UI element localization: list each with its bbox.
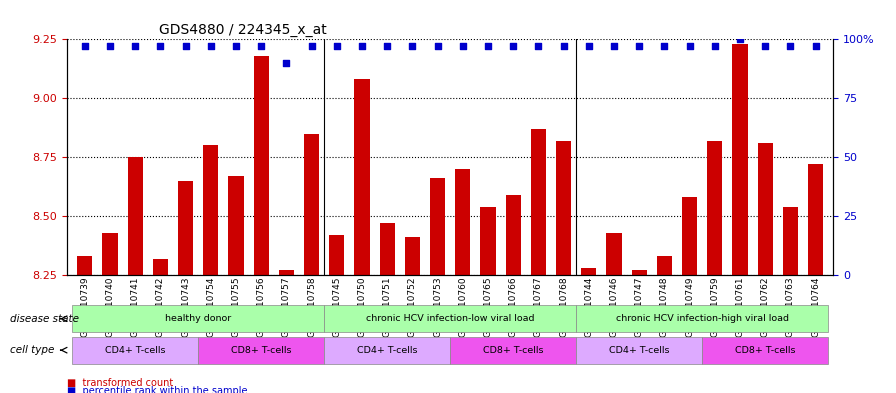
Point [355,43,369,50]
Point [254,43,269,50]
Point [78,43,92,50]
Point [582,43,596,50]
Bar [380,223,395,275]
Text: chronic HCV infection-low viral load: chronic HCV infection-low viral load [366,314,535,323]
Text: CD8+ T-cells: CD8+ T-cells [231,346,291,354]
Bar [682,197,697,275]
Bar [153,259,168,275]
Point [280,60,294,66]
Bar [783,207,798,275]
Text: chronic HCV infection-high viral load: chronic HCV infection-high viral load [616,314,788,323]
Bar [203,145,219,275]
Bar [556,141,571,275]
Bar [530,129,546,275]
Point [305,43,319,50]
Bar [329,235,344,275]
Point [683,43,697,50]
Bar [808,164,823,275]
Text: GDS4880 / 224345_x_at: GDS4880 / 224345_x_at [159,23,327,37]
Bar [657,256,672,275]
Bar [254,56,269,275]
Bar [632,270,647,275]
Point [531,43,546,50]
Point [658,43,672,50]
Point [153,43,168,50]
Bar [102,233,117,275]
Text: ■  transformed count: ■ transformed count [67,378,174,388]
Bar [707,141,722,275]
Point [632,43,646,50]
Point [808,43,823,50]
Text: CD4+ T-cells: CD4+ T-cells [609,346,669,354]
Bar [77,256,92,275]
Bar [405,237,420,275]
Point [481,43,495,50]
Text: CD4+ T-cells: CD4+ T-cells [357,346,418,354]
Bar [758,143,772,275]
Point [430,43,444,50]
Bar [582,268,597,275]
Bar [607,233,622,275]
Text: CD4+ T-cells: CD4+ T-cells [105,346,166,354]
Point [103,43,117,50]
Text: cell type: cell type [10,345,55,355]
Text: ■  percentile rank within the sample: ■ percentile rank within the sample [67,386,247,393]
Point [556,43,571,50]
Point [228,43,243,50]
Point [456,43,470,50]
Bar [733,44,747,275]
Bar [279,270,294,275]
Point [758,43,772,50]
Bar [480,207,495,275]
Point [783,43,797,50]
Point [607,43,621,50]
Bar [304,134,319,275]
Point [178,43,193,50]
Bar [178,181,194,275]
Point [128,43,142,50]
Point [708,43,722,50]
Point [380,43,394,50]
Text: CD8+ T-cells: CD8+ T-cells [483,346,544,354]
Bar [455,169,470,275]
Bar [430,178,445,275]
Point [203,43,218,50]
Point [733,36,747,42]
Bar [228,176,244,275]
Point [330,43,344,50]
Bar [127,157,142,275]
Text: healthy donor: healthy donor [165,314,231,323]
Bar [355,79,369,275]
Bar [505,195,521,275]
Point [405,43,419,50]
Point [506,43,521,50]
Text: CD8+ T-cells: CD8+ T-cells [735,346,796,354]
Text: disease state: disease state [10,314,79,324]
